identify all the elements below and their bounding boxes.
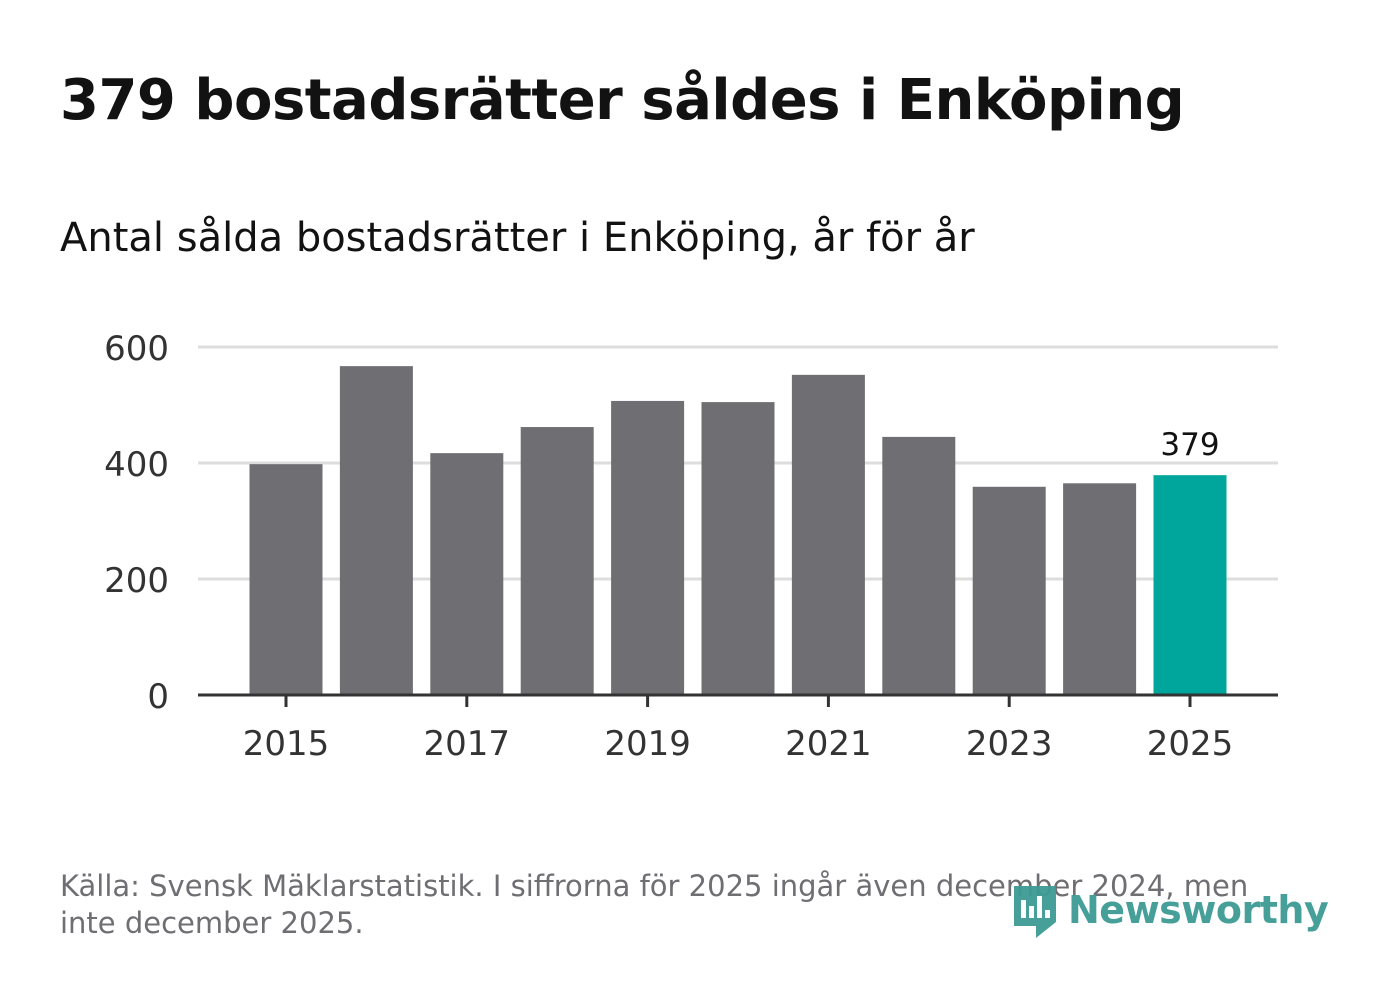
bar [520,427,594,695]
x-tick-label: 2025 [1147,724,1234,764]
x-tick-label: 2015 [243,724,330,764]
highlight-bar [1153,475,1227,695]
bar [972,486,1046,695]
y-tick-label: 0 [147,677,169,717]
y-tick-label: 400 [104,445,169,485]
x-tick-label: 2023 [966,724,1053,764]
x-tick-label: 2021 [785,724,872,764]
bar-chart: 0 200 400 600 379 2015 2017 2019 2021 2023 2025 [104,329,1278,764]
newsworthy-logo-icon [1014,886,1056,938]
y-tick-label: 200 [104,561,169,601]
x-tick-label: 2019 [604,724,691,764]
chart-title: 379 bostadsrätter såldes i Enköping [60,68,1185,133]
chart-subtitle: Antal sålda bostadsrätter i Enköping, år… [60,215,975,261]
y-tick-label: 600 [104,329,169,369]
newsworthy-logo: Newsworthy [1010,880,1329,940]
logo-text: Newsworthy [1068,888,1329,932]
bar [430,453,504,695]
x-tick-label: 2017 [424,724,511,764]
bar [339,366,413,695]
bar [701,402,775,695]
bar [611,400,685,695]
data-label: 379 [1160,427,1219,463]
bar [249,464,323,695]
bar [791,374,865,695]
bar [882,436,956,695]
bar [1063,483,1137,695]
